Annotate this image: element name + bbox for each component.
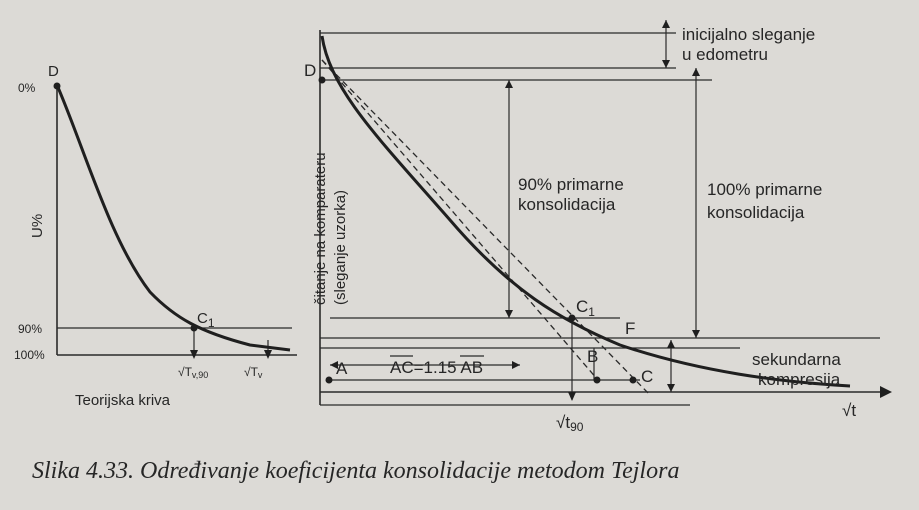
left-point-d: D bbox=[48, 63, 59, 80]
arrow-90-up bbox=[505, 80, 513, 88]
arrow-secondary-down bbox=[667, 384, 675, 392]
arrow-tv-head bbox=[264, 350, 272, 359]
primary-100-label-1: 100% primarne bbox=[707, 180, 822, 199]
dashed-line-ac bbox=[321, 59, 651, 396]
secondary-label-1: sekundarna bbox=[752, 350, 841, 369]
point-a: A bbox=[336, 359, 348, 378]
right-point-c1: C1 bbox=[576, 297, 595, 319]
figure-caption: Slika 4.33. Određivanje koeficijenta kon… bbox=[32, 458, 679, 484]
primary-90-label-2: konsolidacija bbox=[518, 195, 616, 214]
dashed-line-ab bbox=[321, 59, 599, 381]
arrow-ac-right bbox=[512, 361, 520, 369]
initial-settlement-label-1: inicijalno sleganje bbox=[682, 25, 815, 44]
left-tick-100: 100% bbox=[14, 348, 45, 362]
left-y-label: U% bbox=[29, 214, 46, 238]
arrow-secondary-up bbox=[667, 340, 675, 348]
relation-label: AC=1.15 AB bbox=[390, 358, 483, 377]
initial-settlement-label-2: u edometru bbox=[682, 45, 768, 64]
point-a-marker bbox=[325, 376, 333, 384]
theoretical-curve bbox=[55, 84, 291, 352]
point-c-marker bbox=[629, 376, 637, 384]
right-point-c1-marker bbox=[568, 314, 576, 322]
right-point-d: D bbox=[304, 61, 316, 80]
left-point-d-marker bbox=[53, 82, 61, 90]
arrow-tv90-head bbox=[190, 350, 198, 359]
x-axis-label: √t bbox=[842, 401, 856, 420]
left-tick-90: 90% bbox=[18, 322, 42, 336]
left-point-c1-marker bbox=[190, 324, 198, 332]
arrow-90-down bbox=[505, 310, 513, 318]
point-b: B bbox=[587, 347, 598, 366]
point-c: C bbox=[641, 367, 653, 386]
point-f: F bbox=[625, 319, 635, 338]
secondary-label-2: kompresija bbox=[758, 370, 841, 389]
right-y-label-1: čitanje na komparateru bbox=[312, 152, 329, 305]
left-chart-title: Teorijska kriva bbox=[75, 392, 171, 409]
settlement-curve bbox=[320, 35, 851, 388]
left-x-tick-tv: √Tv bbox=[244, 365, 263, 380]
arrow-t90-head bbox=[568, 392, 576, 401]
left-tick-0: 0% bbox=[18, 81, 36, 95]
primary-100-label-2: konsolidacija bbox=[707, 203, 805, 222]
arrow-100-up bbox=[692, 68, 700, 76]
x-axis-arrowhead bbox=[880, 386, 892, 398]
primary-90-label-1: 90% primarne bbox=[518, 175, 624, 194]
arrow-100-down bbox=[692, 330, 700, 338]
left-x-tick-tv90: √Tv,90 bbox=[178, 365, 208, 380]
point-b-marker bbox=[593, 376, 601, 384]
taylor-method-chart: D čitanje na komparateru (sleganje uzork… bbox=[304, 20, 892, 434]
right-point-d-marker bbox=[318, 76, 326, 84]
right-y-label-2: (sleganje uzorka) bbox=[332, 190, 349, 305]
arrow-ac-left bbox=[330, 361, 338, 369]
x-tick-t90: √t90 bbox=[556, 413, 584, 434]
arrow-initial-up bbox=[662, 20, 670, 28]
theoretical-curve-chart: D 0% 90% 100% U% C1 √Tv,90 √Tv Teorijska… bbox=[14, 63, 297, 409]
left-point-c1: C1 bbox=[197, 310, 215, 330]
arrow-initial-down bbox=[662, 60, 670, 68]
